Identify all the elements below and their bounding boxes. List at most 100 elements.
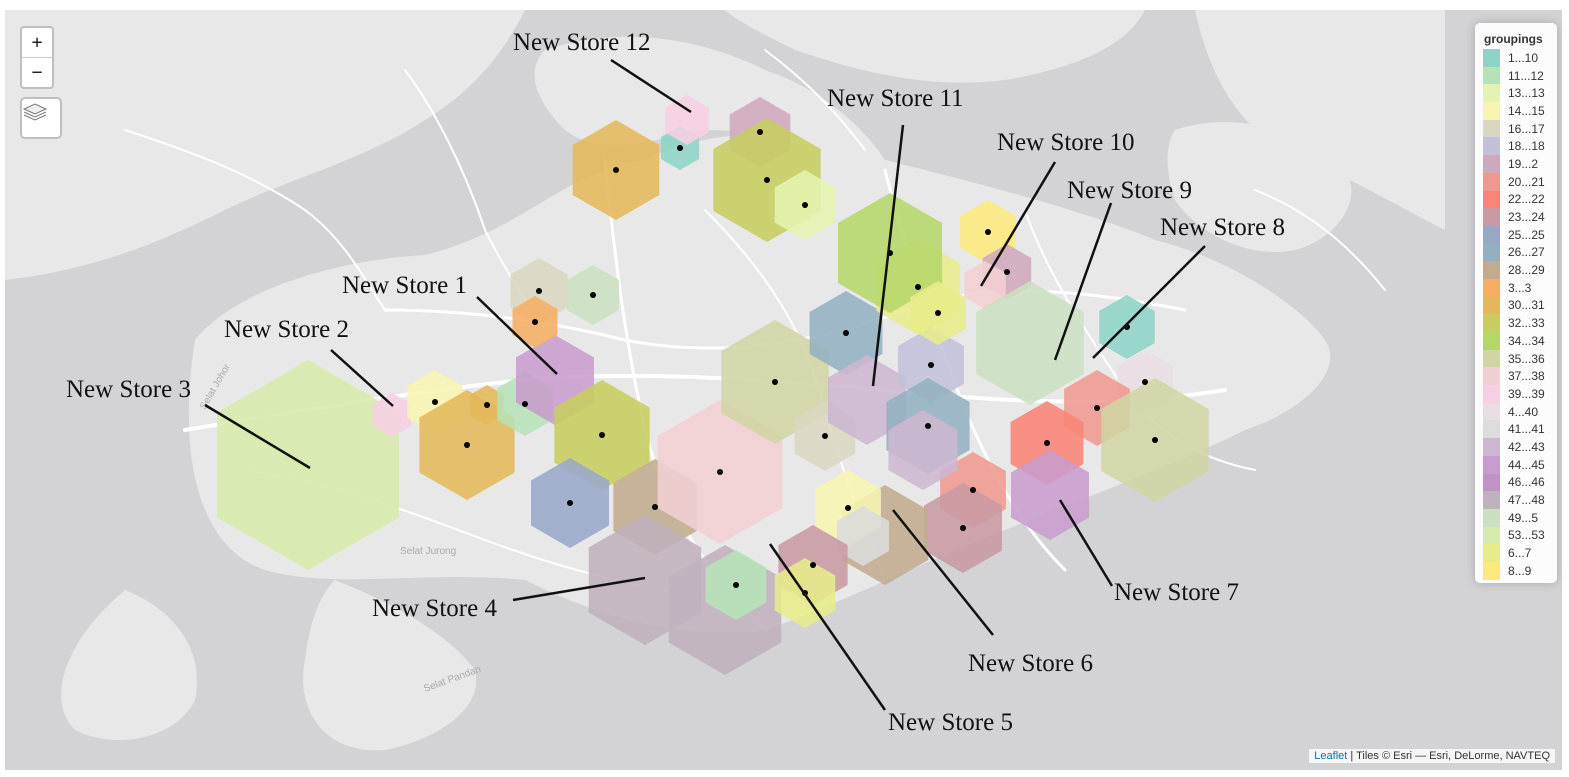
legend-item: 23...24 [1475,208,1557,226]
legend-swatch [1483,349,1500,368]
legend-label: 23...24 [1508,210,1545,225]
hex-cluster[interactable] [665,95,709,145]
legend-item: 19...2 [1475,155,1557,173]
legend-item: 20...21 [1475,172,1557,191]
legend-item: 42...43 [1475,438,1557,456]
hex-cluster[interactable] [837,506,889,566]
centroid-dot [532,319,538,325]
legend-item: 44...45 [1475,455,1557,474]
legend-item: 11...12 [1475,66,1557,85]
legend-swatch [1483,491,1500,509]
callout-line-store-4 [512,576,646,602]
legend-item: 14...15 [1475,102,1557,120]
legend-label: 4...40 [1508,404,1539,419]
legend-swatch [1483,526,1500,545]
legend-item: 46...46 [1475,473,1557,492]
legend-item: 1...10 [1475,49,1557,67]
legend-swatch [1483,102,1500,120]
legend-swatch [1483,278,1500,297]
centroid-dot [717,469,723,475]
store-labels: New Store 1 New Store 2 New Store 3 New … [66,29,1285,736]
legend-label: 32...33 [1508,316,1545,331]
store-label-1: New Store 1 [342,272,467,299]
legend-swatch [1483,190,1500,209]
legend-swatch [1483,172,1500,191]
hex-cluster[interactable] [888,410,958,490]
legend-title: groupings [1484,32,1543,46]
legend-item: 39...39 [1475,385,1557,403]
store-label-7: New Store 7 [1114,579,1239,606]
legend-label: 41...41 [1508,422,1545,437]
legend-swatch [1483,243,1500,262]
layers-button[interactable] [20,97,62,139]
layers-icon [22,103,48,121]
legend-label: 42...43 [1508,439,1545,454]
legend-item: 13...13 [1475,84,1557,103]
legend-label: 35...36 [1508,351,1545,366]
legend-label: 37...38 [1508,369,1545,384]
centroid-dot [522,401,528,407]
legend-item: 34...34 [1475,332,1557,350]
legend-label: 19...2 [1508,156,1539,171]
legend-swatch [1483,473,1500,492]
store-label-12: New Store 12 [513,29,650,56]
centroid-dot [1142,379,1148,385]
hex-cluster[interactable] [372,393,412,437]
callout-line-store-8 [1092,245,1206,359]
hex-cluster[interactable] [964,261,1006,309]
legend-swatch [1483,155,1500,173]
centroid-dot [935,310,941,316]
centroid-dot [432,399,438,405]
legend-label: 18...18 [1508,139,1545,154]
callout-line-store-1 [476,296,558,375]
legend-item: 6...7 [1475,544,1557,562]
centroid-dot [1094,405,1100,411]
zoom-out-button[interactable]: − [22,57,52,87]
legend-label: 1...10 [1508,50,1539,65]
centroid-dot [652,504,658,510]
hex-cluster[interactable] [217,360,399,570]
map-canvas[interactable]: Selat Jurong Selat Pandan Selat Johor Ne… [5,10,1562,770]
leaflet-link[interactable]: Leaflet [1314,750,1348,762]
legend-swatch [1483,508,1500,527]
callout-line-store-5 [768,543,887,711]
hex-cluster[interactable] [976,281,1084,405]
legend-item: 53...53 [1475,526,1557,545]
store-label-10: New Store 10 [997,129,1134,156]
legend-swatch [1483,561,1500,580]
callout-line-store-9 [1053,202,1113,361]
legend-item: 35...36 [1475,349,1557,368]
centroid-dot [599,432,605,438]
centroid-dot [1004,269,1010,275]
legend-label: 3...3 [1508,280,1532,295]
legend-swatch [1483,66,1500,85]
legend-label: 30...31 [1508,298,1545,313]
callout-line-store-6 [892,509,994,636]
store-label-5: New Store 5 [888,709,1013,736]
store-label-9: New Store 9 [1067,177,1192,204]
legend-item: 47...48 [1475,491,1557,509]
legend-label: 44...45 [1508,457,1545,472]
centroid-dot [960,525,966,531]
legend-swatch [1483,385,1500,403]
map-svg: Selat Jurong Selat Pandan Selat Johor Ne… [5,10,1445,751]
legend-swatch [1483,544,1500,562]
legend-label: 14...15 [1508,103,1545,118]
legend-swatch [1483,314,1500,332]
legend-swatch [1483,402,1500,421]
callout-lines [204,58,1206,711]
legend-swatch [1483,49,1500,67]
zoom-in-button[interactable]: + [31,32,43,53]
centroid-dot [1152,437,1158,443]
legend-label: 8...9 [1508,563,1532,578]
centroid-dot [1044,440,1050,446]
legend-item: 32...33 [1475,314,1557,332]
legend-label: 46...46 [1508,475,1545,490]
centroid-dot [613,167,619,173]
legend-label: 20...21 [1508,174,1545,189]
centroid-dot [484,402,490,408]
centroid-dot [915,284,921,290]
legend-item: 30...31 [1475,296,1557,315]
centroid-dot [802,202,808,208]
legend-swatch [1483,420,1500,439]
